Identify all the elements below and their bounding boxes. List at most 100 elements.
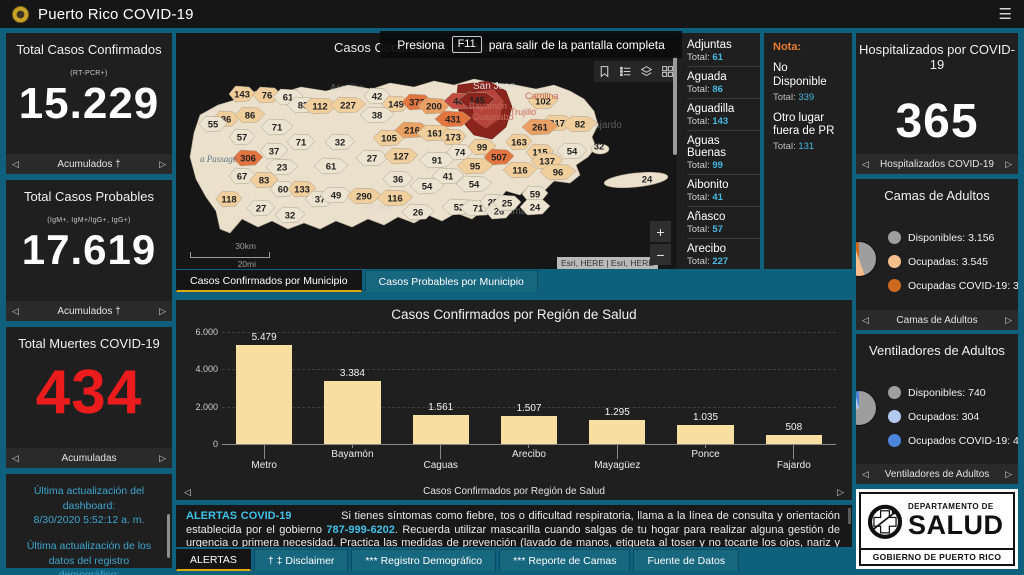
municipality-shape[interactable] [539, 163, 577, 181]
municipality-shape[interactable] [215, 190, 243, 208]
municipality-shape[interactable] [401, 203, 435, 221]
municipality-shape[interactable] [458, 91, 496, 109]
bookmark-icon[interactable] [594, 61, 615, 82]
municipality-shape[interactable] [455, 175, 493, 193]
prev-arrow-icon[interactable]: ◁ [862, 314, 869, 325]
municipality-shape[interactable] [246, 199, 276, 217]
municipality-shape[interactable] [359, 106, 395, 124]
municipality-shape[interactable] [527, 92, 559, 110]
bottom-tab--reporte-de-camas[interactable]: *** Reporte de Camas [499, 549, 631, 571]
municipality-shape[interactable] [505, 133, 533, 151]
municipality-shape[interactable] [329, 96, 367, 114]
municipality-shape[interactable] [502, 161, 538, 179]
municipality-shape[interactable] [519, 198, 551, 216]
scrollbar-thumb[interactable] [167, 514, 170, 558]
menu-icon[interactable]: ☰ [998, 5, 1012, 23]
municipality-shape[interactable] [409, 177, 445, 195]
municipality-shape[interactable] [259, 142, 289, 160]
next-arrow-icon[interactable]: ▷ [1005, 314, 1012, 325]
legend-item: Ocupadas: 3.545 [888, 255, 1018, 268]
map-case-count: 200 [426, 102, 442, 113]
map-case-count: 116 [512, 166, 527, 177]
alert-scrollbar-thumb[interactable] [848, 508, 851, 524]
puerto-rico-map: 1437661831122274214937220046514586558671… [189, 78, 669, 234]
map-canvas[interactable]: 1437661831122274214937220046514586558671… [176, 33, 676, 269]
municipality-shape[interactable] [562, 115, 598, 133]
bottom-tab-alertas[interactable]: ALERTAS [176, 549, 251, 571]
next-arrow-icon[interactable]: ▷ [1005, 158, 1012, 169]
municipality-shape[interactable] [286, 133, 316, 151]
next-arrow-icon[interactable]: ▷ [837, 487, 844, 497]
municipality-shape[interactable] [228, 128, 256, 146]
map-tab-casos-confirmados-por-municipio[interactable]: Casos Confirmados por Municipio [176, 270, 362, 292]
municipality-shape[interactable] [521, 118, 559, 136]
list-item[interactable]: Aguada Total: 86 [687, 67, 760, 99]
bar-value-label: 1.507 [516, 402, 542, 414]
next-arrow-icon[interactable]: ▷ [159, 305, 166, 316]
municipality-shape[interactable] [383, 147, 419, 165]
municipality-shape[interactable] [274, 206, 306, 224]
municipality-shape[interactable] [376, 189, 414, 207]
municipality-shape[interactable] [439, 128, 467, 146]
list-item[interactable]: Aguadilla Total: 143 [687, 99, 760, 131]
municipality-shape[interactable] [382, 170, 414, 188]
zoom-in-button[interactable]: + [650, 221, 671, 242]
map-case-count: 26 [494, 207, 505, 218]
basemap-city-label: Trujillo [510, 107, 536, 117]
municipality-shape[interactable] [492, 194, 522, 212]
list-item[interactable]: Arecibo Total: 227 [687, 239, 760, 269]
municipality-shape[interactable] [324, 133, 356, 151]
zoom-out-button[interactable]: − [650, 244, 671, 265]
legend-dot-icon [888, 434, 901, 447]
municipality-shape[interactable] [467, 138, 497, 156]
prev-arrow-icon[interactable]: ◁ [862, 158, 869, 169]
municipality-shape[interactable] [198, 115, 228, 133]
list-item[interactable]: Aguas Buenas Total: 99 [687, 131, 760, 175]
total-label: Total: [687, 160, 713, 171]
list-item[interactable]: Añasco Total: 57 [687, 207, 760, 239]
layers-icon[interactable] [636, 61, 657, 82]
municipality-shape[interactable] [234, 106, 266, 124]
map-case-count: 306 [240, 154, 256, 165]
bottom-tab--registro-demogr-fico[interactable]: *** Registro Demográfico [351, 549, 497, 571]
total-label: Total: [687, 52, 713, 63]
nota-name: Otro lugar fuera de PR [773, 111, 835, 138]
prev-arrow-icon[interactable]: ◁ [12, 305, 19, 316]
prev-arrow-icon[interactable]: ◁ [862, 468, 869, 479]
bar-column: 1.561 [412, 332, 469, 444]
municipality-shape[interactable] [260, 118, 294, 136]
total-label: Total: [773, 141, 799, 153]
municipality-shape[interactable] [249, 171, 279, 189]
next-arrow-icon[interactable]: ▷ [159, 452, 166, 463]
municipality-shape[interactable] [287, 180, 317, 198]
legend-list-icon[interactable] [615, 61, 636, 82]
map-case-count: 67 [237, 172, 248, 183]
prev-arrow-icon[interactable]: ◁ [12, 452, 19, 463]
municipality-shape[interactable] [313, 157, 349, 175]
map-tab-casos-probables-por-municipio[interactable]: Casos Probables por Municipio [364, 270, 538, 292]
total-value: 57 [712, 224, 723, 235]
list-scrollbar-thumb[interactable] [673, 55, 677, 155]
alert-phone-number: 787-999-6202 [326, 523, 395, 536]
next-arrow-icon[interactable]: ▷ [1005, 468, 1012, 479]
list-item[interactable]: Aibonito Total: 41 [687, 175, 760, 207]
basemap-city-label: Carolina [525, 91, 559, 101]
bottom-tab--disclaimer[interactable]: † ‡ Disclaimer [253, 549, 349, 571]
x-label: Fajardo [776, 460, 811, 471]
municipality-shape[interactable] [363, 87, 391, 105]
bottom-tab-fuente-de-datos[interactable]: Fuente de Datos [633, 549, 740, 571]
list-item[interactable]: Adjuntas Total: 61 [687, 35, 760, 67]
map-case-count: 133 [294, 185, 310, 196]
municipality-shape[interactable] [456, 157, 494, 175]
next-arrow-icon[interactable]: ▷ [159, 158, 166, 169]
basemap-grid-icon[interactable] [657, 61, 678, 82]
municipality-shape[interactable] [556, 142, 588, 160]
municipality-name: Aguas Buenas [687, 135, 727, 159]
basemap-city-label: Guaynabo [472, 112, 514, 122]
prev-arrow-icon[interactable]: ◁ [12, 158, 19, 169]
prev-arrow-icon[interactable]: ◁ [184, 487, 191, 497]
municipality-shape[interactable] [232, 149, 264, 167]
panel-total-casos-probables: Total Casos Probables (IgM+, IgM+/IgG+, … [6, 180, 172, 321]
municipality-total: Total: 61 [687, 52, 760, 63]
map-case-count: 71 [473, 204, 484, 215]
